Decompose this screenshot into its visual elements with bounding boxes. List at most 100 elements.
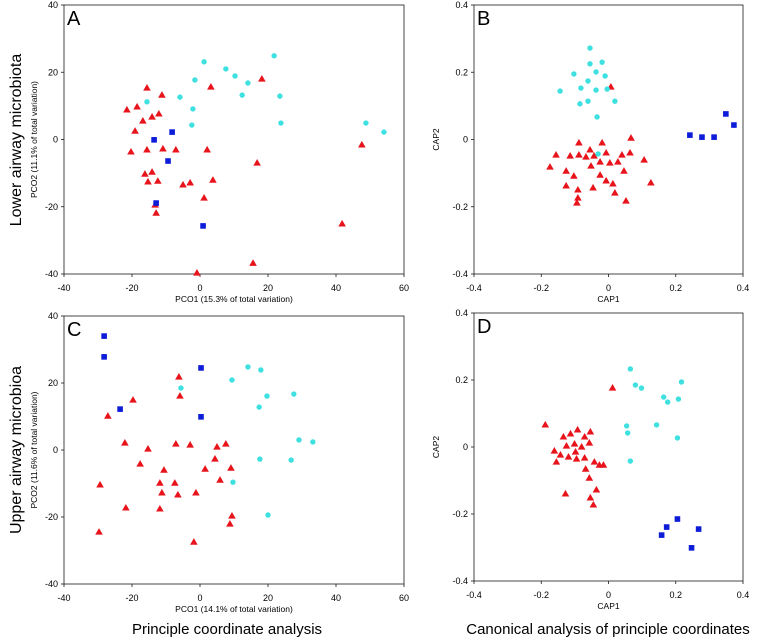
circle-point bbox=[229, 377, 235, 383]
row-label-lower-airway: Lower airway microbiota bbox=[8, 54, 25, 227]
y-tick-label: -40 bbox=[45, 579, 58, 589]
triangle-point bbox=[561, 489, 570, 497]
circle-point bbox=[587, 61, 593, 67]
triangle-point bbox=[171, 479, 179, 486]
square-point bbox=[198, 365, 204, 371]
x-tick-label: 60 bbox=[399, 593, 409, 603]
x-axis-title: CAP1 bbox=[597, 601, 619, 611]
triangle-point bbox=[570, 439, 579, 447]
circle-point bbox=[653, 422, 660, 428]
triangle-point bbox=[136, 460, 144, 467]
column-label-cap: Canonical analysis of principle coordina… bbox=[466, 621, 750, 638]
panel-d-cap-upper: -0.4 -0.2 0 0.2 0.4 -0.4 -0.2 0 0.2 0.4 CAP1 CAP2 D bbox=[431, 308, 749, 611]
triangle-point bbox=[172, 145, 180, 153]
triangle-point bbox=[207, 83, 215, 90]
circle-point bbox=[258, 367, 264, 373]
panel-c-pco-upper: -40 -20 0 20 40 60 -40 -20 0 20 40 PCO1 (14.1% of t… bbox=[29, 311, 409, 614]
panel-letter: A bbox=[67, 8, 81, 30]
triangle-point bbox=[552, 458, 561, 465]
triangle-point bbox=[589, 183, 597, 191]
circle-point bbox=[675, 396, 682, 402]
circle-point bbox=[256, 404, 262, 410]
triangle-point bbox=[211, 455, 219, 462]
x-tick-label: -0.2 bbox=[533, 283, 549, 293]
triangle-point bbox=[175, 372, 183, 380]
triangle-point bbox=[213, 442, 221, 450]
x-tick-label: 0 bbox=[606, 590, 611, 600]
x-tick-label: 20 bbox=[263, 283, 273, 293]
y-tick-label: -0.2 bbox=[452, 202, 468, 212]
y-axis-title: CAP2 bbox=[431, 436, 441, 458]
triangle-point bbox=[160, 466, 168, 473]
triangle-point bbox=[228, 511, 236, 519]
square-point bbox=[663, 524, 670, 530]
triangle-point bbox=[598, 138, 606, 146]
panel-letter: B bbox=[477, 8, 490, 30]
triangle-point bbox=[158, 488, 166, 496]
triangle-point bbox=[574, 194, 582, 201]
circle-point bbox=[623, 423, 630, 429]
y-tick-label: -40 bbox=[45, 269, 58, 279]
x-tick-label: 40 bbox=[331, 593, 341, 603]
y-tick-label: -20 bbox=[45, 202, 58, 212]
triangle-point bbox=[193, 268, 201, 276]
circle-point bbox=[144, 99, 150, 105]
circle-point bbox=[232, 73, 238, 79]
triangle-point bbox=[552, 150, 560, 158]
y-tick-label: -0.2 bbox=[452, 509, 468, 519]
triangle-point bbox=[572, 455, 581, 462]
triangle-point bbox=[602, 148, 610, 156]
triangle-point bbox=[216, 476, 224, 483]
triangle-point bbox=[566, 429, 575, 437]
x-tick-label: -20 bbox=[125, 593, 138, 603]
circle-point bbox=[278, 120, 284, 126]
triangle-point bbox=[602, 176, 610, 184]
x-tick-label: 60 bbox=[399, 283, 409, 293]
triangle-point bbox=[564, 453, 573, 460]
y-tick-label: 0.2 bbox=[455, 375, 468, 385]
circle-point bbox=[363, 120, 369, 126]
circle-point bbox=[178, 385, 184, 391]
square-point bbox=[151, 137, 157, 143]
square-point bbox=[153, 200, 159, 206]
circle-point bbox=[674, 435, 681, 441]
circle-point bbox=[192, 77, 198, 83]
y-axis-title: PCO2 (11.1% of total variation) bbox=[29, 81, 39, 198]
square-point bbox=[165, 158, 171, 164]
triangle-point bbox=[144, 177, 152, 185]
y-tick-label: -0.4 bbox=[452, 269, 468, 279]
circle-point bbox=[571, 71, 577, 77]
column-label-pco: Principle coordinate analysis bbox=[132, 621, 322, 638]
circle-point bbox=[678, 379, 685, 385]
y-tick-label: 0 bbox=[53, 135, 58, 145]
triangle-point bbox=[127, 147, 135, 155]
square-point bbox=[169, 129, 175, 135]
triangle-point bbox=[179, 180, 187, 188]
triangle-point bbox=[581, 465, 590, 472]
y-tick-label: 20 bbox=[48, 378, 58, 388]
triangle-point bbox=[172, 439, 180, 447]
circle-point bbox=[612, 98, 618, 104]
y-tick-label: 0 bbox=[463, 442, 468, 452]
triangle-point bbox=[541, 420, 550, 428]
circle-point bbox=[230, 479, 236, 485]
triangle-point bbox=[596, 171, 604, 178]
triangle-point bbox=[154, 177, 162, 184]
y-tick-label: 0.4 bbox=[455, 308, 468, 318]
triangle-point bbox=[571, 448, 580, 455]
triangle-point bbox=[104, 412, 112, 419]
triangle-point bbox=[121, 438, 129, 446]
triangle-point bbox=[190, 538, 198, 545]
panel-a-pco-lower: -40 -20 0 20 40 60 -40 -20 0 20 40 PCO1 (15.3% of t… bbox=[29, 0, 409, 304]
x-tick-label: -40 bbox=[57, 283, 70, 293]
triangle-point bbox=[575, 138, 583, 146]
triangle-point bbox=[585, 474, 594, 481]
triangle-point bbox=[141, 170, 149, 177]
row-label-upper-airway: Upper airway microbioa bbox=[8, 366, 25, 534]
triangle-point bbox=[562, 181, 570, 189]
triangle-point bbox=[201, 465, 209, 472]
square-point bbox=[688, 545, 695, 551]
circle-point bbox=[296, 437, 302, 443]
circle-point bbox=[664, 399, 671, 405]
